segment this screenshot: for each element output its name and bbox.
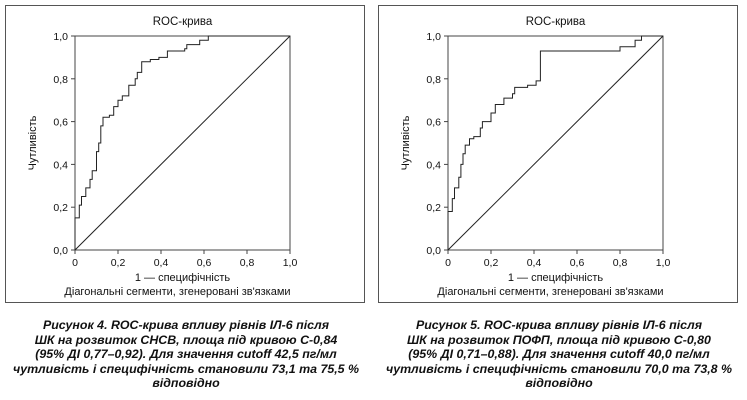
figure-caption: Рисунок 5. ROC-крива впливу рівнів ІЛ-6 … bbox=[381, 318, 737, 391]
x-tick-label: 0,4 bbox=[154, 257, 169, 269]
caption-line: Рисунок 4. ROC-крива впливу рівнів ІЛ-6 … bbox=[42, 318, 330, 332]
y-axis-label: Чутливість bbox=[400, 115, 412, 170]
y-tick-label: 0,8 bbox=[53, 74, 68, 86]
caption-line: чутливість і специфічність становили 73,… bbox=[12, 361, 360, 376]
x-tick-label: 0 bbox=[445, 257, 451, 269]
x-axis-label: 1 — специфічність bbox=[508, 272, 604, 284]
chart-note: Діагональні сегменти, згенеровані зв'язк… bbox=[64, 286, 290, 298]
chart-frame: ROC-крива 0 0,2 0,4 0,6 0,8 1,0 0,0 0,2 0,4 0,6 0,8… bbox=[378, 5, 738, 303]
x-tick-label: 1,0 bbox=[656, 257, 671, 269]
y-tick-label: 0,0 bbox=[53, 245, 68, 257]
y-tick-label: 0,8 bbox=[426, 74, 441, 86]
chart-frame: ROC-крива 0 0,2 0,4 0,6 0,8 1,0 0,0 0,2 0,4 0,6 0,8… bbox=[5, 5, 365, 303]
y-tick-label: 0,6 bbox=[53, 117, 68, 129]
x-tick-label: 0,6 bbox=[570, 257, 585, 269]
x-tick-label: 0,2 bbox=[111, 257, 126, 269]
chart-title: ROC-крива bbox=[153, 16, 213, 28]
roc-curve-line bbox=[447, 35, 663, 250]
y-tick-label: 0,6 bbox=[426, 117, 441, 129]
y-tick-label: 1,0 bbox=[53, 31, 68, 43]
caption-line: Рисунок 5. ROC-крива впливу рівнів ІЛ-6 … bbox=[415, 318, 703, 332]
reference-diagonal-line bbox=[447, 35, 664, 251]
x-axis-label: 1 — специфічність bbox=[135, 272, 231, 284]
caption-line: (95% ДІ 0,77–0,92). Для значення cutoff … bbox=[35, 347, 337, 361]
x-tick-label: 0,8 bbox=[240, 257, 255, 269]
reference-diagonal-line bbox=[74, 35, 291, 251]
caption-line: відповідно bbox=[152, 376, 220, 390]
x-tick-label: 0,4 bbox=[527, 257, 542, 269]
x-tick-label: 0,2 bbox=[484, 257, 499, 269]
figure-caption: Рисунок 4. ROC-крива впливу рівнів ІЛ-6 … bbox=[8, 318, 364, 391]
roc-chart-left: ROC-крива 0 0,2 0,4 0,6 0,8 1,0 0,0 0,2 0,4 0,6 0,8… bbox=[27, 16, 298, 298]
roc-chart-right: ROC-крива 0 0,2 0,4 0,6 0,8 1,0 0,0 0,2 0,4 0,6 0,8… bbox=[400, 16, 671, 298]
x-tick-label: 0,6 bbox=[197, 257, 212, 269]
caption-line: (95% ДІ 0,71–0,88). Для значення cutoff … bbox=[408, 347, 710, 361]
chart-title: ROC-крива bbox=[526, 16, 586, 28]
x-tick-label: 1,0 bbox=[283, 257, 298, 269]
caption-line: чутливість і специфічність становили 70,… bbox=[385, 361, 733, 376]
y-tick-label: 1,0 bbox=[426, 31, 441, 43]
y-tick-label: 0,4 bbox=[53, 159, 68, 171]
figure-4: ROC-крива 0 0,2 0,4 0,6 0,8 1,0 0,0 0,2 0,4 0,6 0,8… bbox=[0, 0, 373, 400]
roc-curve-line bbox=[74, 35, 290, 250]
y-tick-label: 0,0 bbox=[426, 245, 441, 257]
y-tick-label: 0,4 bbox=[426, 159, 441, 171]
figure-5: ROC-крива 0 0,2 0,4 0,6 0,8 1,0 0,0 0,2 0,4 0,6 0,8… bbox=[373, 0, 746, 400]
x-tick-label: 0 bbox=[72, 257, 78, 269]
caption-line: ШК на розвиток СНСВ, площа під кривою С-… bbox=[34, 332, 338, 347]
plot-area bbox=[447, 35, 664, 251]
x-tick-label: 0,8 bbox=[613, 257, 628, 269]
y-tick-label: 0,2 bbox=[426, 202, 441, 214]
chart-note: Діагональні сегменти, згенеровані зв'язк… bbox=[437, 286, 663, 298]
y-tick-label: 0,2 bbox=[53, 202, 68, 214]
caption-line: відповідно bbox=[525, 376, 593, 390]
caption-line: ШК на розвиток ПОФП, площа під кривою С-… bbox=[407, 332, 711, 347]
plot-area bbox=[74, 35, 291, 251]
y-axis-label: Чутливість bbox=[27, 115, 39, 170]
